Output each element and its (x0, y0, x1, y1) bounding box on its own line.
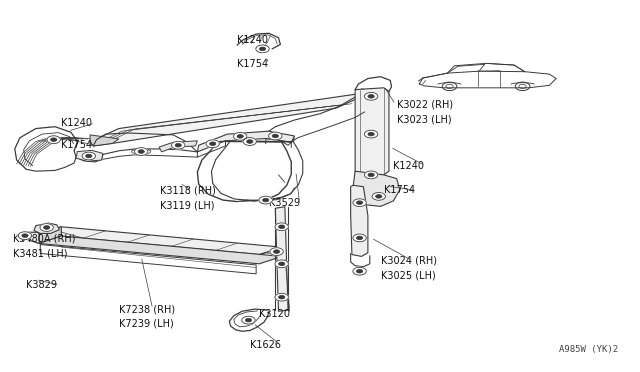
Polygon shape (159, 141, 197, 152)
Circle shape (353, 234, 366, 242)
Text: K3481 (LH): K3481 (LH) (13, 248, 68, 259)
Circle shape (275, 223, 289, 231)
Circle shape (259, 196, 273, 204)
Text: K1754: K1754 (384, 186, 415, 195)
Circle shape (356, 269, 363, 273)
Circle shape (175, 144, 181, 147)
Text: K1626: K1626 (250, 340, 281, 350)
Text: K3119 (LH): K3119 (LH) (161, 200, 215, 210)
Polygon shape (34, 223, 60, 234)
Text: K3480A (RH): K3480A (RH) (13, 234, 76, 244)
Circle shape (259, 47, 266, 51)
Circle shape (40, 224, 53, 231)
Polygon shape (90, 135, 119, 146)
Text: K3025 (LH): K3025 (LH) (381, 271, 435, 281)
Circle shape (364, 171, 378, 179)
Circle shape (243, 138, 257, 145)
Circle shape (270, 248, 284, 256)
Circle shape (356, 236, 363, 240)
Circle shape (242, 316, 255, 324)
Polygon shape (362, 89, 366, 95)
Circle shape (82, 152, 95, 160)
Text: K3024 (RH): K3024 (RH) (381, 256, 436, 266)
Circle shape (86, 154, 92, 158)
Circle shape (44, 226, 50, 229)
Text: K1754: K1754 (237, 59, 268, 69)
Polygon shape (76, 150, 103, 161)
Circle shape (209, 142, 216, 145)
Text: K3022 (RH): K3022 (RH) (397, 99, 452, 109)
Circle shape (273, 250, 280, 253)
Circle shape (364, 130, 378, 138)
Polygon shape (351, 185, 368, 256)
Text: K3120: K3120 (259, 309, 291, 319)
Polygon shape (237, 200, 262, 202)
Polygon shape (39, 227, 61, 243)
Circle shape (368, 173, 374, 177)
Circle shape (206, 140, 220, 148)
Circle shape (246, 140, 253, 143)
Polygon shape (197, 131, 294, 152)
Circle shape (278, 295, 285, 299)
Circle shape (356, 201, 363, 205)
Circle shape (51, 138, 57, 141)
Polygon shape (218, 141, 293, 142)
Circle shape (138, 150, 144, 153)
Circle shape (234, 132, 247, 140)
Polygon shape (355, 88, 389, 176)
Circle shape (368, 132, 374, 136)
Text: K1240: K1240 (394, 161, 424, 171)
Circle shape (372, 192, 385, 200)
Circle shape (172, 141, 185, 149)
Text: K3829: K3829 (26, 280, 57, 290)
Text: K1240: K1240 (237, 35, 268, 45)
Circle shape (262, 198, 269, 202)
Circle shape (368, 94, 374, 98)
Circle shape (134, 148, 148, 155)
Circle shape (245, 318, 252, 322)
Text: K1240: K1240 (61, 118, 92, 128)
Text: K3529: K3529 (269, 198, 300, 208)
Circle shape (272, 134, 278, 138)
Polygon shape (353, 171, 400, 206)
Polygon shape (39, 227, 282, 254)
Polygon shape (23, 232, 39, 243)
Circle shape (364, 92, 378, 100)
Polygon shape (90, 93, 365, 146)
Text: K7239 (LH): K7239 (LH) (119, 319, 173, 329)
Circle shape (47, 136, 60, 144)
Text: K3118 (RH): K3118 (RH) (161, 186, 216, 195)
Circle shape (278, 225, 285, 228)
Circle shape (269, 132, 282, 140)
Text: K7238 (RH): K7238 (RH) (119, 304, 175, 314)
Circle shape (256, 45, 269, 53)
Polygon shape (39, 236, 282, 264)
Circle shape (275, 260, 289, 268)
Text: K1754: K1754 (61, 140, 93, 150)
Circle shape (376, 195, 382, 198)
Circle shape (353, 199, 366, 206)
Circle shape (275, 293, 289, 301)
Circle shape (237, 135, 243, 138)
Circle shape (353, 267, 366, 275)
Circle shape (22, 234, 28, 237)
Text: K3023 (LH): K3023 (LH) (397, 114, 451, 124)
Circle shape (278, 262, 285, 266)
Text: A985W (YK)2: A985W (YK)2 (559, 345, 619, 354)
Polygon shape (275, 207, 288, 311)
Circle shape (19, 232, 31, 240)
